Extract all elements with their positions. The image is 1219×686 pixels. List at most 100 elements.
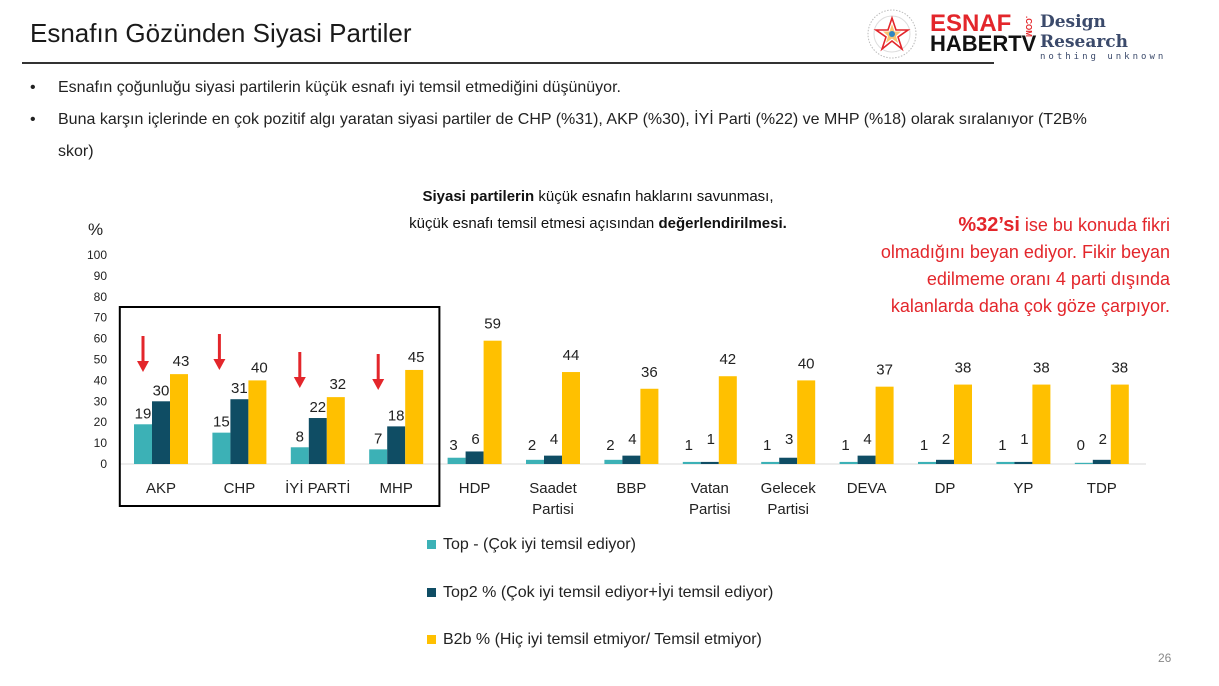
red-down-arrow-head — [372, 379, 385, 390]
top-bar — [682, 461, 701, 464]
x-tick-label: Partisi — [532, 501, 574, 518]
b2b-bar — [640, 388, 659, 464]
b2b-data-label: 45 — [408, 349, 425, 366]
top-data-label: 1 — [685, 437, 693, 454]
top-data-label: 7 — [374, 430, 382, 447]
top-bar — [212, 432, 231, 464]
b2b-bar — [248, 380, 267, 464]
y-tick-label: 40 — [94, 373, 108, 387]
b2b-bar — [954, 384, 972, 464]
legend-swatch — [427, 588, 436, 597]
top2-bar — [544, 455, 562, 464]
top2-data-label: 22 — [309, 399, 326, 416]
top2-data-label: 6 — [471, 431, 479, 448]
y-tick-label: 30 — [94, 394, 108, 408]
legend-swatch — [427, 540, 436, 549]
top-data-label: 8 — [296, 428, 304, 445]
legend-label: B2b % (Hiç iyi temsil etmiyor/ Temsil et… — [443, 631, 762, 648]
esnaf-logo-line1: ESNAF — [930, 10, 1012, 37]
b2b-data-label: 38 — [1033, 360, 1050, 377]
legend-label: Top2 % (Çok iyi temsil ediyor+İyi temsil… — [443, 582, 773, 601]
b2b-bar — [718, 376, 737, 464]
b2b-bar — [797, 380, 816, 464]
b2b-bar — [405, 369, 424, 464]
legend-label: Top - (Çok iyi temsil ediyor) — [443, 536, 636, 553]
y-tick-label: 50 — [94, 353, 108, 367]
top2-bar — [152, 401, 170, 464]
y-tick-label: 20 — [94, 415, 108, 429]
design-research-logo-line1: Design Research — [1040, 12, 1129, 52]
callout-text: ise bu konuda fikri olmadığını beyan edi… — [880, 215, 1170, 316]
top2-bar — [622, 455, 641, 464]
x-tick-label: DEVA — [847, 480, 887, 497]
top-data-label: 1 — [998, 437, 1006, 454]
top2-bar — [230, 399, 249, 464]
x-tick-label: Vatan — [691, 480, 729, 497]
top2-data-label: 18 — [388, 407, 405, 424]
top-data-label: 2 — [606, 437, 614, 454]
x-tick-label: Partisi — [689, 501, 731, 518]
top2-data-label: 4 — [550, 431, 558, 448]
top-data-label: 0 — [1077, 437, 1085, 454]
b2b-data-label: 38 — [955, 360, 972, 377]
top-bar — [290, 447, 309, 464]
top2-data-label: 2 — [942, 431, 950, 448]
b2b-bar — [562, 372, 580, 464]
y-tick-label: 90 — [94, 269, 108, 283]
x-tick-label: İYİ PARTİ — [285, 479, 350, 497]
esnaf-logo-line2: HABERTV — [930, 31, 1037, 56]
top2-bar — [308, 418, 327, 464]
x-tick-label: YP — [1013, 480, 1033, 497]
top-data-label: 1 — [763, 437, 771, 454]
top-data-label: 1 — [841, 437, 849, 454]
top2-bar — [700, 461, 719, 464]
y-tick-label: 10 — [94, 436, 108, 450]
bullet-list: Esnafın çoğunluğu siyasi partilerin küçü… — [30, 72, 1110, 168]
red-down-arrow-head — [137, 361, 149, 372]
design-research-logo-line2: nothing unknown — [1040, 52, 1167, 62]
top-data-label: 15 — [213, 414, 230, 431]
top-bar — [839, 461, 858, 464]
top2-data-label: 1 — [1020, 431, 1028, 448]
top-data-label: 19 — [135, 405, 152, 422]
top-bar — [761, 461, 780, 464]
y-tick-label: 0 — [100, 457, 107, 471]
b2b-data-label: 37 — [876, 362, 893, 379]
design-research-logo: Design Research nothing unknown — [1040, 12, 1180, 62]
x-tick-label: Saadet — [529, 480, 577, 497]
top2-bar — [1092, 459, 1111, 464]
x-tick-label: AKP — [146, 480, 176, 497]
bullet-item: Buna karşın içlerinde en çok pozitif alg… — [30, 104, 1110, 168]
x-tick-label: TDP — [1087, 480, 1117, 497]
chart-title-line2: küçük esnafı temsil etmesi açısından değ… — [409, 215, 787, 232]
callout-highlight: %32’si — [958, 214, 1020, 236]
b2b-bar — [1032, 384, 1051, 464]
chart-title-line1: Siyasi partilerin küçük esnafın hakların… — [422, 188, 773, 205]
top-data-label: 3 — [449, 437, 457, 454]
x-tick-label: DP — [935, 480, 956, 497]
top2-bar — [465, 451, 484, 464]
b2b-data-label: 59 — [484, 316, 501, 333]
b2b-data-label: 36 — [641, 364, 658, 381]
esnaf-logo-com: .COM — [1024, 16, 1033, 37]
b2b-data-label: 40 — [798, 355, 815, 372]
b2b-bar — [170, 374, 188, 464]
star-badge-logo — [867, 9, 917, 59]
b2b-bar — [326, 397, 345, 464]
top2-bar — [1014, 461, 1033, 464]
highlight-box — [118, 306, 441, 507]
top-bar — [604, 459, 623, 464]
b2b-data-label: 44 — [563, 347, 580, 364]
top-bar — [526, 459, 544, 464]
callout-note: %32’si ise bu konuda fikri olmadığını be… — [880, 212, 1170, 320]
page-title: Esnafın Gözünden Siyasi Partiler — [30, 18, 412, 48]
b2b-data-label: 38 — [1111, 360, 1128, 377]
top-bar — [369, 449, 388, 464]
top-bar — [996, 461, 1015, 464]
b2b-data-label: 42 — [719, 351, 736, 368]
top2-data-label: 30 — [153, 382, 170, 399]
top2-bar — [857, 455, 876, 464]
b2b-bar — [875, 386, 894, 464]
bullet-item: Esnafın çoğunluğu siyasi partilerin küçü… — [30, 72, 1110, 104]
